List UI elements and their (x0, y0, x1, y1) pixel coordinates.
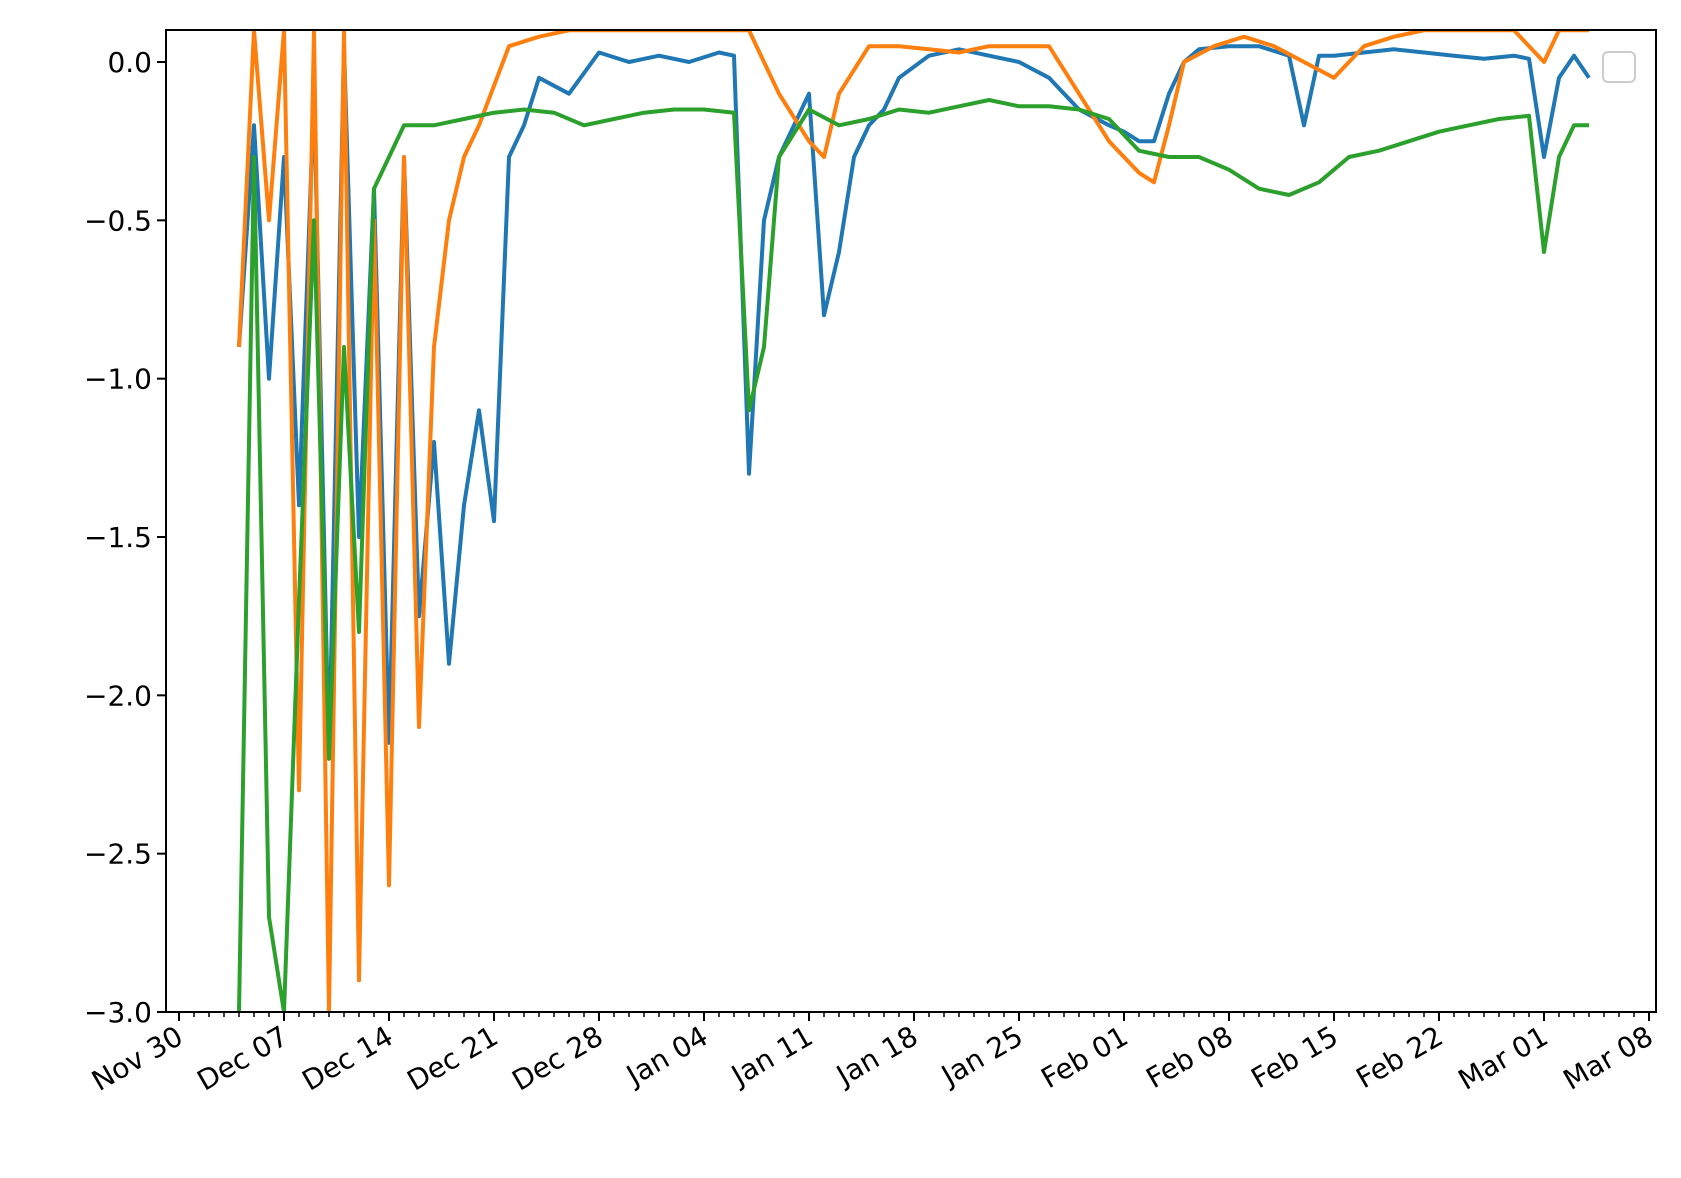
y-tick-label: −0.5 (84, 204, 152, 237)
series-line-1 (237, 44, 1591, 761)
x-tick-label: Mar 08 (1558, 1019, 1659, 1096)
y-axis: 0.0 −0.5 −1.0 −1.5 −2.0 −2.5 −3.0 (84, 46, 166, 1029)
x-tick-label: Feb 15 (1245, 1019, 1343, 1095)
x-axis: Nov 30 Dec 07 Dec 14 Dec 21 Dec 28 Jan 04 Jan … (86, 1012, 1659, 1098)
x-tick-label: Feb 01 (1035, 1019, 1133, 1095)
x-tick-label: Mar 01 (1453, 1019, 1554, 1096)
x-tick-label: Dec 21 (402, 1019, 504, 1097)
y-tick-label: −1.0 (84, 363, 152, 396)
y-tick-label: 0.0 (107, 46, 152, 79)
y-tick-label: −2.0 (84, 679, 152, 712)
x-tick-label: Jan 04 (619, 1019, 713, 1092)
x-tick-label: Jan 25 (934, 1019, 1028, 1092)
legend-box (1602, 51, 1636, 83)
series-layer (237, 30, 1591, 1012)
y-tick-label: −1.5 (84, 521, 152, 554)
x-tick-label: Feb 22 (1350, 1019, 1448, 1095)
series-line-2 (237, 30, 1589, 1012)
x-tick-label: Nov 30 (86, 1019, 188, 1097)
x-tick-label: Dec 28 (507, 1019, 609, 1097)
y-tick-label: −3.0 (84, 996, 152, 1029)
x-tick-label: Jan 18 (829, 1019, 923, 1092)
y-tick-label: −2.5 (84, 838, 152, 871)
plot-frame (165, 29, 1657, 1013)
x-tick-label: Jan 11 (724, 1019, 818, 1092)
x-tick-label: Dec 07 (192, 1019, 294, 1097)
x-tick-label: Dec 14 (297, 1019, 399, 1097)
x-tick-label: Feb 08 (1140, 1019, 1238, 1095)
series-line-3 (237, 98, 1589, 1012)
